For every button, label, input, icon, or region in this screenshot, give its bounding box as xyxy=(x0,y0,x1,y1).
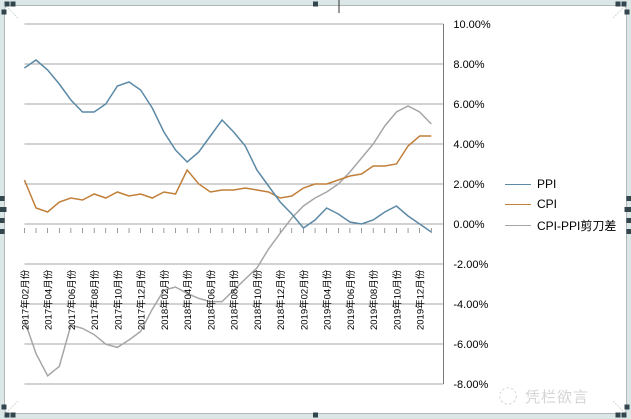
svg-text:2017年12月份: 2017年12月份 xyxy=(136,269,148,330)
svg-text:2018年04月份: 2018年04月份 xyxy=(182,269,194,330)
svg-text:2019年12月份: 2019年12月份 xyxy=(415,269,427,330)
svg-text:2019年04月份: 2019年04月份 xyxy=(322,269,334,330)
svg-text:2018年06月份: 2018年06月份 xyxy=(205,269,217,330)
svg-text:2018年02月份: 2018年02月份 xyxy=(159,269,171,330)
svg-text:2019年06月份: 2019年06月份 xyxy=(345,269,357,330)
svg-text:0.00%: 0.00% xyxy=(453,219,484,231)
svg-text:2018年10月份: 2018年10月份 xyxy=(252,269,264,330)
svg-text:2019年10月份: 2019年10月份 xyxy=(391,269,403,330)
svg-text:-2.00%: -2.00% xyxy=(453,259,488,271)
svg-text:-6.00%: -6.00% xyxy=(453,339,488,351)
svg-text:6.00%: 6.00% xyxy=(453,99,484,111)
svg-text:-8.00%: -8.00% xyxy=(453,379,488,391)
svg-text:2017年02月份: 2017年02月份 xyxy=(19,269,31,330)
svg-text:2019年08月份: 2019年08月份 xyxy=(368,269,380,330)
svg-text:-4.00%: -4.00% xyxy=(453,299,488,311)
svg-text:8.00%: 8.00% xyxy=(453,59,484,71)
svg-text:2017年08月份: 2017年08月份 xyxy=(89,269,101,330)
svg-text:2017年06月份: 2017年06月份 xyxy=(66,269,78,330)
svg-text:2017年10月份: 2017年10月份 xyxy=(112,269,124,330)
svg-text:2017年04月份: 2017年04月份 xyxy=(43,269,55,330)
svg-text:2019年02月份: 2019年02月份 xyxy=(298,269,310,330)
svg-text:2.00%: 2.00% xyxy=(453,179,484,191)
svg-text:2018年08月份: 2018年08月份 xyxy=(229,269,241,330)
svg-text:2018年12月份: 2018年12月份 xyxy=(275,269,287,330)
svg-text:4.00%: 4.00% xyxy=(453,139,484,151)
svg-text:10.00%: 10.00% xyxy=(453,19,491,31)
